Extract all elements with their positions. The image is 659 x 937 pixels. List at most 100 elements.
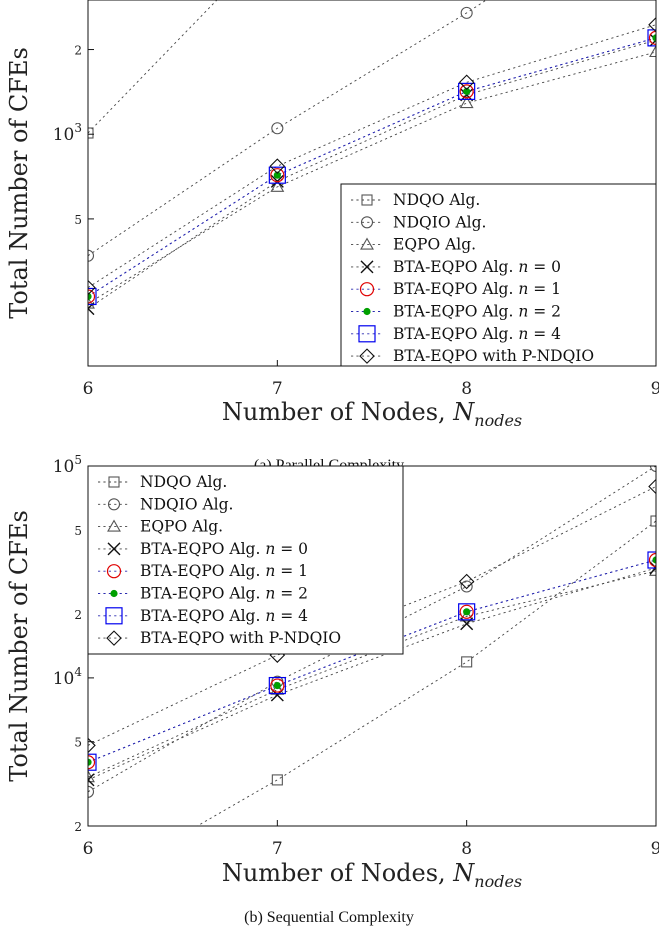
data-point-ndqio-alg-8 [460, 580, 473, 593]
markers-ndqio-alg [88, 6, 473, 262]
series-ndqo-alg [88, 0, 218, 134]
data-point-eqpo-alg-8 [459, 96, 474, 109]
chart-parallel-complexity: 6 7 8 9 5 103 2 Total Number of CFEs Number of… [5, 0, 659, 474]
legend-label: BTA-EQPO Alg. n = 4 [140, 607, 308, 625]
legend-b: NDQO Alg. NDQIO Alg. EQPO Alg. BTA-EQPO Alg… [87, 465, 404, 655]
legend-label: EQPO Alg. [393, 236, 476, 254]
legend-marker [106, 630, 122, 646]
data-point-bta-eqpo-alg-n-4-7 [268, 166, 286, 184]
legend-label: BTA-EQPO Alg. n = 4 [393, 325, 561, 343]
legend-label: BTA-EQPO with P-NDQIO [393, 347, 594, 365]
data-point-bta-eqpo-alg-n-4-8 [458, 82, 476, 100]
series-line-ndqo-alg [196, 520, 656, 826]
data-point-bta-eqpo-with-p-ndqio-7 [269, 158, 286, 174]
legend-marker [358, 325, 376, 343]
y-tick-label: 105 [53, 453, 82, 477]
series-eqpo-alg [88, 51, 656, 304]
data-point-ndqio-alg-8 [460, 6, 473, 19]
y-tick-label: 2 [74, 608, 82, 622]
series-line-eqpo-alg [88, 51, 656, 304]
x-tick-label: 9 [651, 839, 659, 859]
y-tick-label: 5 [74, 213, 82, 227]
data-point-bta-eqpo-with-p-ndqio-8 [458, 74, 475, 91]
series-line-bta-eqpo-alg-n-0 [88, 567, 656, 781]
legend-entry-bta-eqpo-alg-n-2: BTA-EQPO Alg. n = 2 [98, 585, 308, 603]
legend-marker [360, 260, 374, 274]
data-point-bta-eqpo-alg-n-2-8 [463, 87, 471, 95]
x-tick-label: 8 [461, 839, 472, 859]
legend-entry-bta-eqpo-alg-n-1: BTA-EQPO Alg. n = 1 [98, 562, 308, 580]
data-point-bta-eqpo-alg-n-1-7 [270, 168, 285, 183]
legend-entry-ndqo-alg: NDQO Alg. [98, 473, 227, 491]
data-point-bta-eqpo-with-p-ndqio-6 [88, 737, 96, 754]
axis-ticks-a: 6 7 8 9 5 103 2 [53, 44, 659, 399]
data-point-bta-eqpo-alg-n-2-9 [652, 556, 656, 564]
legend-entry-bta-eqpo-with-p-ndqio: BTA-EQPO with P-NDQIO [98, 629, 341, 647]
y-tick-label: 5 [74, 736, 82, 750]
data-point-bta-eqpo-with-p-ndqio-8 [458, 573, 475, 590]
legend-label: NDQO Alg. [393, 191, 480, 209]
legend-entry-bta-eqpo-alg-n-0: BTA-EQPO Alg. n = 0 [98, 540, 308, 558]
legend-marker [110, 589, 118, 598]
data-point-bta-eqpo-alg-n-4-6 [88, 753, 97, 771]
series-bta-eqpo-alg-n-0 [88, 39, 656, 309]
x-tick-label: 7 [272, 839, 283, 859]
data-point-ndqo-alg-8 [461, 656, 473, 668]
legend-entry-eqpo-alg: EQPO Alg. [98, 518, 223, 536]
data-point-bta-eqpo-alg-n-2-7 [273, 171, 281, 179]
series-ndqo-alg [196, 520, 656, 826]
data-point-bta-eqpo-alg-n-1-9 [648, 30, 656, 45]
legend-a: NDQO Alg. NDQIO Alg. EQPO Alg. BTA-EQPO Alg… [340, 183, 657, 367]
x-axis-label-a: Number of Nodes, Nnodes [222, 398, 522, 430]
data-point-eqpo-alg-7 [270, 179, 285, 192]
data-point-bta-eqpo-alg-n-0-9 [649, 33, 656, 47]
legend-marker [107, 519, 121, 532]
data-point-bta-eqpo-alg-n-1-8 [459, 604, 474, 619]
data-point-bta-eqpo-alg-n-4-9 [647, 29, 656, 47]
legend-entry-eqpo-alg: EQPO Alg. [351, 236, 476, 254]
series-line-ndqo-alg [88, 0, 218, 134]
legend-marker [363, 307, 371, 316]
legend-label: BTA-EQPO Alg. n = 2 [140, 585, 308, 603]
axis-ticks-b: 6 7 8 9 2 5 104 2 5 105 [53, 453, 659, 859]
legend-label: BTA-EQPO Alg. n = 0 [393, 258, 561, 276]
chart-sequential-complexity: 6 7 8 9 2 5 104 2 5 105 Total Number of CFEs Numb… [5, 453, 659, 926]
data-point-bta-eqpo-alg-n-4-6 [88, 287, 97, 306]
markers-ndqo-alg [88, 127, 94, 139]
data-point-eqpo-alg-9 [649, 44, 656, 58]
x-tick-label: 8 [461, 379, 472, 399]
x-axis-label-b: Number of Nodes, Nnodes [222, 859, 522, 891]
y-tick-label: 2 [74, 44, 82, 58]
data-point-bta-eqpo-alg-n-0-6 [88, 773, 95, 787]
data-point-bta-eqpo-alg-n-2-9 [652, 34, 656, 42]
markers-bta-eqpo-alg-n-4 [88, 551, 656, 771]
data-point-bta-eqpo-alg-n-1-6 [88, 289, 96, 304]
series-bta-eqpo-alg-n-4 [88, 37, 656, 297]
legend-entry-bta-eqpo-alg-n-1: BTA-EQPO Alg. n = 1 [351, 280, 561, 298]
y-tick-label: 5 [74, 524, 82, 538]
data-point-bta-eqpo-with-p-ndqio-9 [648, 16, 656, 33]
markers-bta-eqpo-with-p-ndqio [88, 16, 656, 296]
data-point-bta-eqpo-alg-n-1-9 [648, 552, 656, 568]
legend-label: NDQIO Alg. [140, 495, 233, 513]
legend-entry-bta-eqpo-alg-n-2: BTA-EQPO Alg. n = 2 [351, 303, 561, 321]
data-point-bta-eqpo-alg-n-1-7 [270, 678, 285, 693]
data-point-bta-eqpo-alg-n-4-8 [458, 603, 476, 621]
y-tick-label: 2 [74, 820, 82, 834]
legend-marker [361, 194, 373, 206]
data-point-ndqo-alg-9 [650, 515, 656, 527]
series-line-bta-eqpo-with-p-ndqio [88, 24, 656, 288]
legend-marker [107, 542, 121, 556]
legend-entry-bta-eqpo-alg-n-0: BTA-EQPO Alg. n = 0 [351, 258, 561, 276]
y-tick-label: 104 [53, 665, 83, 689]
data-point-bta-eqpo-alg-n-1-6 [88, 755, 96, 770]
legend-entry-ndqio-alg: NDQIO Alg. [351, 213, 486, 231]
data-point-ndqo-alg-7 [271, 774, 283, 786]
legend-box [87, 465, 404, 655]
legend-label: BTA-EQPO with P-NDQIO [140, 629, 341, 647]
series-line-bta-eqpo-alg-n-4 [88, 37, 656, 297]
data-point-ndqio-alg-6 [88, 249, 95, 262]
series-line-bta-eqpo-with-p-ndqio [88, 486, 656, 746]
legend-marker [359, 348, 375, 364]
